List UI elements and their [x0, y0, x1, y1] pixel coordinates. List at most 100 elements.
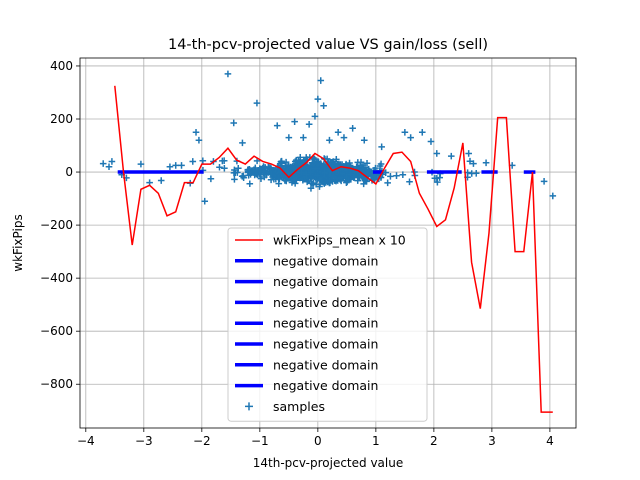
sample-point	[267, 165, 274, 173]
sample-point	[201, 197, 209, 205]
sample-point	[300, 134, 307, 141]
y-tick-label: 400	[50, 59, 73, 73]
x-tick-label: 0	[314, 434, 322, 448]
sample-point	[256, 165, 264, 172]
sample-point	[268, 170, 275, 178]
x-tick-label: 4	[546, 434, 554, 448]
sample-point	[332, 156, 340, 163]
sample-point	[166, 163, 174, 171]
x-tick-label: −4	[77, 434, 95, 448]
sample-point	[360, 136, 368, 144]
x-tick-label: 1	[372, 434, 380, 448]
sample-point	[482, 159, 490, 167]
legend-swatch-samples	[245, 402, 253, 411]
sample-point	[251, 167, 259, 175]
sample-point	[221, 164, 228, 172]
sample-point	[370, 173, 378, 181]
sample-point	[291, 118, 298, 125]
sample-point	[295, 157, 302, 165]
sample-point	[246, 180, 254, 188]
sample-point	[199, 157, 207, 165]
sample-point	[540, 178, 548, 185]
sample-point	[108, 158, 116, 165]
sample-point	[302, 154, 310, 161]
sample-point	[189, 158, 197, 165]
x-axis-label: 14th-pcv-projected value	[253, 456, 403, 470]
y-axis-ticks: −800 −600 −400 −200 0 200 400	[40, 59, 80, 391]
sample-point	[275, 180, 283, 187]
legend-label: negative domain	[273, 357, 378, 372]
sample-point	[337, 174, 345, 181]
sample-point	[382, 169, 390, 176]
sample-point	[376, 162, 384, 170]
sample-point	[305, 121, 313, 128]
sample-point	[137, 160, 145, 168]
sample-point	[105, 163, 113, 171]
y-tick-label: −200	[40, 218, 73, 232]
sample-point	[331, 160, 339, 167]
sample-point	[317, 160, 325, 167]
sample-point	[387, 173, 394, 180]
x-tick-label: 2	[430, 434, 438, 448]
sample-point	[192, 128, 200, 136]
sample-point	[311, 165, 319, 172]
sample-point	[314, 95, 322, 103]
sample-point	[343, 173, 351, 181]
sample-point	[333, 175, 341, 183]
sample-point	[277, 158, 285, 166]
sample-point	[326, 177, 333, 184]
sample-point	[406, 178, 413, 186]
sample-point	[307, 169, 314, 176]
sample-point	[378, 143, 385, 151]
sample-point	[281, 177, 289, 184]
sample-point	[230, 119, 238, 127]
sample-point	[321, 169, 328, 177]
sample-point	[363, 159, 371, 167]
sample-point	[361, 176, 369, 184]
sample-point	[278, 170, 285, 178]
sample-point	[401, 128, 409, 136]
sample-point	[317, 77, 325, 84]
sample-point	[224, 70, 232, 78]
chart-title: 14-th-pcv-projected value VS gain/loss (…	[168, 37, 488, 53]
sample-point	[434, 178, 441, 186]
sample-point	[231, 176, 238, 183]
sample-point	[349, 124, 356, 132]
sample-point	[234, 164, 242, 172]
sample-point	[470, 160, 477, 167]
sample-point	[260, 168, 268, 175]
axes-frame	[79, 57, 577, 429]
legend-label: negative domain	[273, 316, 378, 331]
sample-point	[207, 175, 215, 183]
x-tick-label: −1	[251, 434, 269, 448]
y-tick-label: −400	[40, 271, 73, 285]
sample-point	[311, 113, 319, 120]
sample-point	[433, 150, 441, 157]
sample-point	[354, 159, 362, 166]
sample-point	[195, 136, 203, 144]
sample-point	[399, 171, 407, 178]
sample-point	[297, 169, 305, 176]
legend-label: negative domain	[273, 274, 378, 289]
sample-point	[240, 172, 247, 180]
sample-point	[418, 128, 426, 136]
sample-point	[360, 180, 367, 188]
y-tick-label: 0	[65, 165, 73, 179]
sample-point	[293, 174, 300, 182]
mean-line-series	[114, 85, 553, 413]
sample-point	[234, 169, 241, 176]
sample-point	[285, 134, 293, 141]
legend: wkFixPips_mean x 10 negative domain negati…	[227, 227, 428, 422]
sample-point	[310, 179, 317, 187]
sample-point	[549, 192, 557, 200]
sample-point	[307, 184, 315, 192]
legend-box	[227, 227, 428, 422]
sample-point	[320, 102, 327, 110]
sample-point	[320, 161, 328, 168]
x-tick-label: −2	[193, 434, 211, 448]
sample-point	[99, 160, 107, 167]
sample-point	[303, 174, 311, 182]
sample-point	[326, 170, 334, 178]
sample-point	[340, 134, 348, 141]
